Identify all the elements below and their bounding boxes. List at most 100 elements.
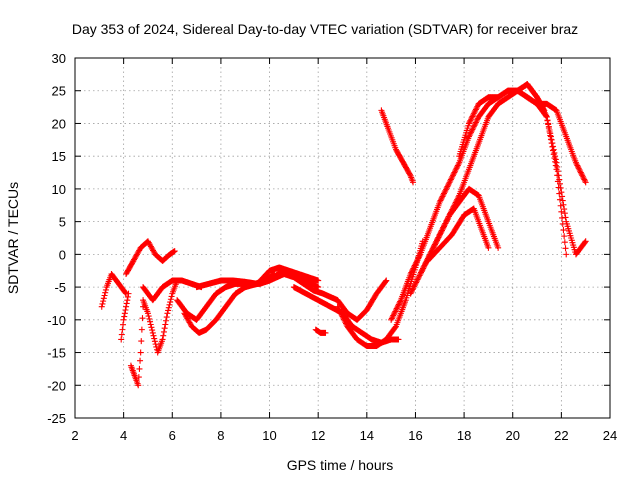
series-pass-19 [456,87,589,186]
data-point [534,94,541,101]
data-point [121,310,128,317]
data-point [558,189,565,196]
x-tick-label: 20 [505,428,519,443]
data-point [432,240,439,247]
data-point [465,133,472,140]
data-point [418,269,425,276]
data-point [470,125,477,132]
data-point [539,105,546,112]
data-point [552,156,559,163]
data-point [149,329,156,336]
data-point [575,163,582,170]
data-point [165,304,172,311]
data-point [395,302,402,309]
data-point [577,168,584,175]
data-point [431,241,438,248]
data-point [411,263,418,270]
data-point [412,261,419,268]
data-point [125,290,132,297]
x-tick-label: 4 [120,428,127,443]
data-point [408,268,415,275]
y-tick-label: 5 [59,215,66,230]
data-point [338,310,345,317]
data-point [161,325,168,332]
series-pass-17 [417,185,502,277]
data-point [581,239,588,246]
data-point [407,271,414,277]
data-point [443,186,450,193]
data-point [167,296,174,303]
plot-frame [74,57,611,419]
data-point [431,242,438,249]
data-point [440,190,447,197]
data-point [135,374,142,381]
data-point [573,161,580,168]
data-point [342,320,349,327]
grid [75,58,610,418]
data-point [542,111,549,118]
data-point [541,109,548,116]
y-tick-label: 0 [59,247,66,262]
data-point [160,332,167,339]
data-point [443,184,450,191]
data-point [561,206,568,213]
data-point [441,221,448,228]
data-point [438,196,445,203]
data-point [393,307,399,313]
data-point [554,168,561,175]
data-point [163,317,170,324]
data-point [164,310,171,317]
data-point [160,328,167,335]
data-point [438,228,445,235]
data-point [536,98,543,105]
data-point [469,126,476,133]
data-point [414,256,421,263]
data-point [415,255,422,262]
data-point [124,293,131,300]
data-point [122,307,129,313]
series-pass-18 [424,205,492,264]
data-point [554,163,561,170]
data-point [439,193,446,200]
data-point [448,175,455,182]
series-pass-03 [127,303,147,389]
data-point [420,265,427,272]
data-point [436,199,443,205]
data-point [468,114,475,121]
data-point [444,216,451,223]
data-point [322,329,329,336]
data-point [123,300,130,307]
data-point [408,269,415,276]
data-point [553,159,560,166]
data-point [102,289,109,296]
data-point [409,286,416,293]
series-pass-10 [242,264,322,291]
data-point [392,308,399,315]
data-point [434,235,441,242]
data-point [338,312,345,319]
data-point [536,99,543,106]
x-tick-label: 16 [408,428,422,443]
data-point [397,298,404,305]
data-point [407,290,414,297]
data-point [393,305,400,312]
data-point [417,271,424,277]
data-point [449,172,456,179]
data-point [408,289,415,296]
data-point [411,262,418,269]
data-point [433,237,440,244]
data-point [430,244,437,251]
data-point [576,166,583,173]
data-point [336,306,343,313]
data-point [120,321,127,328]
data-point [469,113,476,120]
data-point [145,313,152,320]
y-tick-label: -15 [47,346,66,361]
data-point [418,268,425,275]
data-point [416,272,423,279]
data-point [540,108,547,115]
data-point [341,317,348,324]
data-point [406,171,413,178]
data-point [543,112,550,119]
data-point [467,130,474,137]
